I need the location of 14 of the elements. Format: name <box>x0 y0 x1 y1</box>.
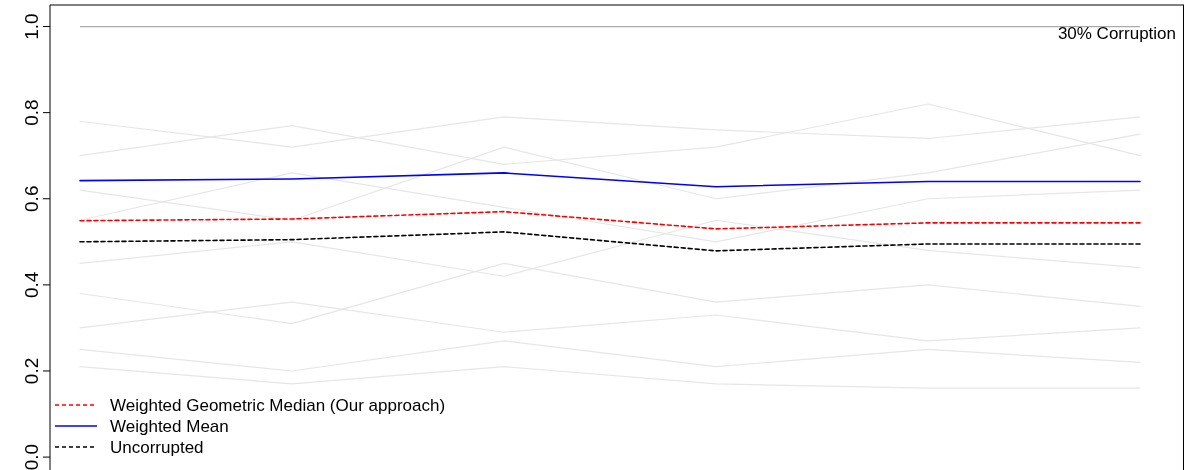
line-series <box>79 210 1141 230</box>
legend-label: Weighted Geometric Median (Our approach) <box>110 396 446 415</box>
y-tick-label: 1.0 <box>21 13 42 40</box>
line-series <box>79 340 1141 372</box>
y-tick-label: 0.8 <box>21 99 42 126</box>
line-series <box>79 172 1141 188</box>
y-tick-label: 0.2 <box>21 357 42 385</box>
y-tick-label: 0.4 <box>21 271 42 299</box>
line-series <box>79 231 1141 252</box>
y-tick-label: 0.0 <box>21 443 42 470</box>
legend-label: Weighted Mean <box>110 417 229 436</box>
annotation: 30% Corruption <box>1057 24 1176 43</box>
y-tick-label: 0.6 <box>21 185 42 212</box>
legend-label: Uncorrupted <box>110 438 204 457</box>
